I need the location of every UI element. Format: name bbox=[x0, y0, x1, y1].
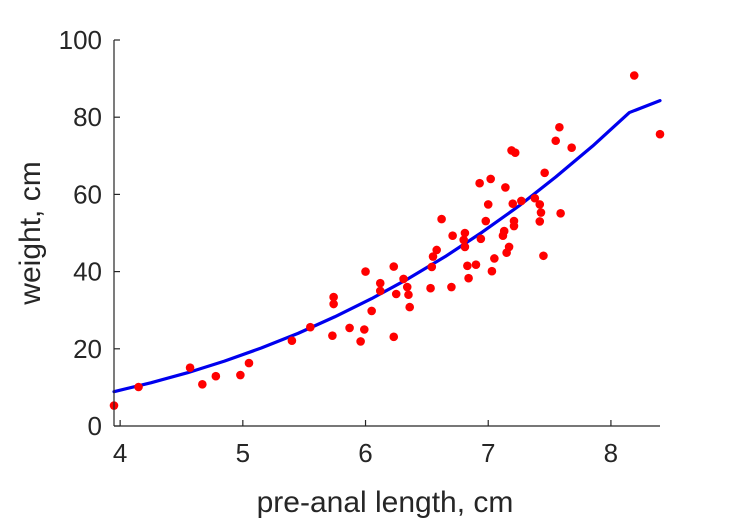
data-point bbox=[329, 292, 338, 302]
x-tick-label: 7 bbox=[481, 438, 495, 468]
data-point bbox=[486, 174, 495, 184]
data-point bbox=[508, 199, 518, 208]
y-tick-label: 40 bbox=[73, 257, 102, 287]
data-point bbox=[540, 168, 549, 178]
data-point bbox=[447, 282, 456, 292]
x-tick-label: 8 bbox=[604, 438, 618, 468]
x-tick-label: 4 bbox=[113, 438, 127, 468]
data-point bbox=[375, 278, 385, 288]
data-point bbox=[198, 380, 207, 389]
y-tick-label: 80 bbox=[73, 102, 102, 132]
data-point bbox=[437, 214, 446, 224]
data-point bbox=[244, 358, 254, 368]
x-axis-title: pre-anal length, cm bbox=[257, 486, 514, 519]
data-point bbox=[185, 363, 195, 373]
data-point bbox=[391, 289, 401, 299]
data-point bbox=[460, 242, 470, 252]
x-tick-label: 6 bbox=[358, 438, 372, 468]
y-axis-title: weight, cm bbox=[14, 161, 47, 305]
y-tick-label: 60 bbox=[73, 179, 102, 209]
data-point bbox=[555, 122, 564, 132]
data-point bbox=[476, 234, 486, 244]
data-point bbox=[211, 371, 221, 381]
data-point bbox=[510, 148, 520, 158]
data-point bbox=[361, 267, 370, 276]
data-point bbox=[629, 71, 639, 80]
fit-curve bbox=[112, 99, 662, 394]
data-point bbox=[356, 337, 365, 346]
data-point bbox=[405, 302, 415, 312]
data-point bbox=[483, 200, 493, 209]
data-point bbox=[490, 254, 499, 263]
data-point bbox=[517, 196, 526, 206]
data-point bbox=[501, 183, 510, 192]
data-point bbox=[236, 370, 245, 380]
data-point bbox=[535, 217, 545, 226]
data-point bbox=[481, 216, 491, 226]
data-point bbox=[535, 200, 545, 209]
data-point bbox=[464, 273, 473, 283]
data-point bbox=[539, 251, 548, 261]
data-point bbox=[389, 332, 399, 342]
data-point bbox=[402, 282, 412, 292]
data-point bbox=[460, 228, 470, 238]
data-point bbox=[551, 136, 561, 146]
data-point bbox=[556, 209, 565, 218]
data-point bbox=[426, 283, 435, 293]
data-point bbox=[329, 299, 338, 309]
axes bbox=[113, 40, 660, 427]
data-point bbox=[432, 245, 441, 255]
data-point bbox=[655, 129, 665, 139]
data-point bbox=[345, 323, 354, 333]
data-point bbox=[367, 306, 376, 316]
data-point bbox=[463, 261, 472, 271]
data-point bbox=[536, 208, 546, 217]
plot-marks bbox=[109, 71, 665, 410]
data-point bbox=[360, 325, 369, 334]
data-point bbox=[459, 235, 468, 245]
data-point bbox=[448, 231, 457, 240]
data-point bbox=[428, 252, 438, 261]
data-point bbox=[404, 290, 413, 300]
data-point bbox=[427, 262, 437, 272]
data-point bbox=[487, 266, 497, 276]
y-tick-label: 0 bbox=[88, 411, 102, 441]
data-point bbox=[504, 242, 514, 252]
y-tick-label: 20 bbox=[73, 334, 102, 364]
data-point bbox=[134, 382, 143, 392]
data-point bbox=[471, 260, 481, 269]
data-point bbox=[389, 262, 399, 271]
data-point bbox=[530, 193, 540, 203]
data-point bbox=[328, 331, 337, 340]
y-tick-label: 100 bbox=[59, 25, 102, 55]
x-tick-label: 5 bbox=[236, 438, 250, 468]
data-point bbox=[399, 274, 408, 284]
data-point bbox=[475, 178, 484, 188]
data-point bbox=[499, 226, 509, 236]
data-point bbox=[287, 336, 297, 345]
data-point bbox=[375, 286, 385, 296]
data-point bbox=[509, 216, 519, 226]
data-point bbox=[306, 322, 315, 332]
data-point bbox=[567, 143, 576, 152]
